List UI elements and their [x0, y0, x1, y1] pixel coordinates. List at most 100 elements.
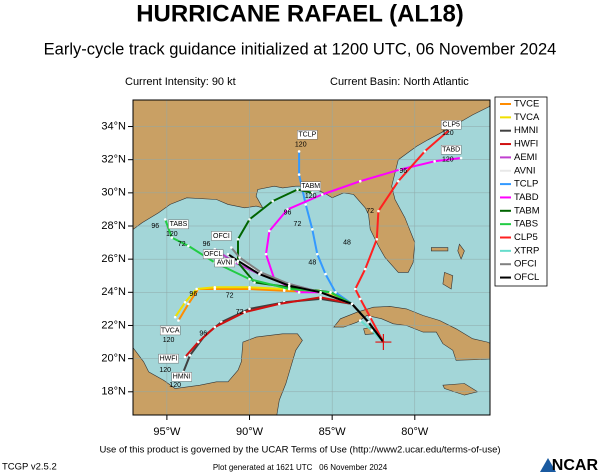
track-point	[398, 168, 402, 171]
track-point	[277, 302, 281, 306]
track-point	[311, 228, 314, 231]
track-label: TABS	[170, 221, 188, 228]
storm-position	[375, 334, 392, 351]
track-point	[459, 156, 463, 160]
track-point	[253, 281, 256, 284]
track-point	[268, 229, 271, 233]
y-tick-label: 30°N	[101, 187, 126, 199]
track-point	[368, 315, 372, 319]
legend-label: TABM	[514, 205, 540, 216]
x-tick-label: 80°W	[401, 426, 429, 438]
track-label: HWFI	[160, 355, 178, 362]
track-point	[286, 208, 289, 211]
grid	[133, 100, 490, 415]
land-shape	[133, 100, 490, 415]
track-point	[287, 284, 291, 287]
track-point	[367, 320, 370, 324]
track-point	[177, 319, 180, 322]
land-shape	[431, 247, 449, 252]
label-box	[297, 130, 318, 140]
track-point	[230, 246, 233, 249]
legend-label: TABS	[514, 219, 538, 230]
track-point	[319, 291, 322, 294]
legend: TVCE TVCA HMNI HWFI AEMI AVNI TCLP TABD TABM TABS…	[500, 99, 540, 283]
track-point	[248, 307, 251, 311]
legend-label: TVCA	[514, 112, 540, 123]
legend-label: AEMI	[514, 152, 537, 163]
label-box	[159, 325, 181, 336]
legend-label: HWFI	[514, 139, 538, 150]
track-point	[213, 286, 217, 289]
track-label: 48	[308, 259, 316, 266]
track-point	[236, 237, 240, 241]
track-point	[319, 295, 322, 299]
y-tick-label: 24°N	[101, 286, 126, 298]
y-tick-label: 34°N	[101, 120, 126, 132]
track-label: 96	[151, 223, 159, 230]
track-label: CLP5	[442, 122, 460, 129]
y-tick-label: 18°N	[101, 386, 126, 398]
label-box	[300, 181, 321, 191]
legend-label: TCLP	[514, 179, 538, 190]
land	[133, 100, 490, 415]
track-label: 120	[442, 130, 454, 137]
track-label: 96	[284, 210, 292, 217]
y-tick-label: 28°N	[101, 220, 126, 232]
track-label: 120	[159, 367, 171, 374]
track-label: 120	[442, 157, 454, 164]
track-point	[258, 272, 261, 276]
label-box	[158, 353, 179, 364]
track-point	[188, 354, 192, 357]
axes: 95°W 90°W 85°W 80°W 18°N 20°N 22°N 24°N 26°N 28°N…	[101, 120, 428, 437]
title: HURRICANE RAFAEL (AL18)	[136, 0, 464, 27]
track-point	[259, 271, 263, 274]
track-point	[170, 236, 174, 239]
track-point	[196, 340, 200, 344]
track-label: 120	[166, 231, 178, 238]
track-point	[248, 218, 251, 221]
track-point	[353, 287, 357, 291]
land-shape	[333, 306, 490, 361]
y-tick-label: 22°N	[101, 319, 126, 331]
legend-label: CLP5	[514, 232, 538, 243]
track-label: TABM	[301, 183, 320, 190]
track-point	[433, 160, 436, 163]
track-point	[363, 267, 367, 271]
track-point	[350, 302, 354, 306]
y-tick-label: 20°N	[101, 353, 126, 365]
label-box	[202, 249, 224, 259]
legend-box	[494, 96, 548, 287]
track-label: OFCI	[213, 233, 230, 240]
legend-label: TVCE	[514, 99, 539, 110]
track-point	[195, 287, 198, 291]
track-point	[238, 256, 241, 259]
land-shape	[442, 383, 479, 396]
legend-label: TABD	[514, 192, 539, 203]
logo-mark	[540, 458, 556, 472]
track-point	[187, 302, 190, 306]
y-tick-label: 26°N	[101, 253, 126, 265]
track-point	[226, 252, 230, 256]
legend-label: HMNI	[514, 125, 538, 136]
track-point	[183, 355, 187, 359]
label-box	[440, 145, 462, 155]
logo: NCAR	[552, 457, 599, 474]
track-point	[163, 218, 167, 221]
track-label: 96	[399, 168, 407, 175]
track-point	[187, 244, 190, 248]
track-point	[311, 191, 314, 195]
track-point	[297, 150, 301, 153]
intensity: Current Intensity: 90 kt	[125, 76, 236, 88]
track-point	[320, 193, 324, 196]
tracks: 96 72TVCA120HMNI12096HWFI1207296AVNITCLP1…	[151, 120, 463, 389]
label-box	[211, 231, 232, 241]
track-point	[287, 287, 291, 291]
track-point	[248, 277, 251, 281]
track-label: OFCL	[204, 251, 223, 258]
x-tick-label: 85°W	[319, 426, 347, 438]
label-box	[214, 257, 235, 268]
track-point	[358, 179, 362, 183]
